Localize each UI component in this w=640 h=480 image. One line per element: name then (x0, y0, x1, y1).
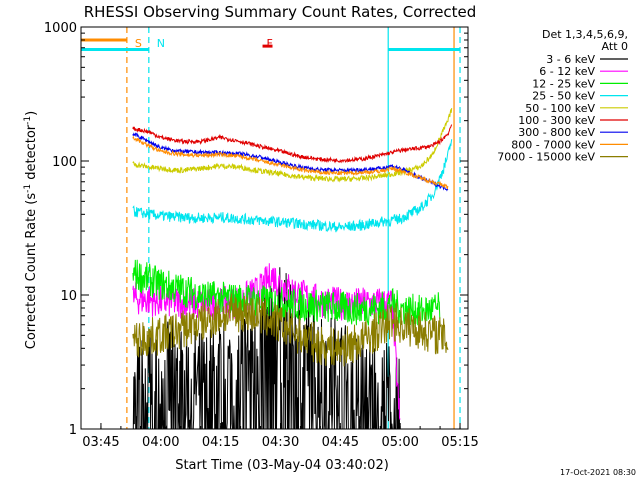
legend-label-4: 50 - 100 keV (525, 102, 595, 115)
legend-header-line-1: Det 1,3,4,5,6,9, (542, 28, 628, 41)
axis-ticks: 03:45 04:00 04:15 04:30 04:45 05:00 05:15 1 10 10… (44, 21, 479, 450)
x-tick-label-5: 05:00 (381, 435, 418, 450)
series-line-5 (132, 124, 453, 164)
x-axis-label: Start Time (03-May-04 03:40:02) (175, 458, 389, 473)
x-tick-label-6: 05:15 (441, 435, 478, 450)
legend-label-1: 6 - 12 keV (539, 65, 595, 78)
annotation-n: N (157, 37, 165, 50)
legend-label-7: 800 - 7000 keV (511, 138, 595, 151)
legend-label-6: 300 - 800 keV (518, 126, 595, 139)
series-line-7 (132, 135, 449, 190)
y-axis-label-sup2: -1 (23, 116, 33, 125)
y-axis-label-part2: detector (24, 124, 39, 184)
series-line-6 (132, 132, 449, 192)
x-tick-label-4: 04:45 (322, 435, 359, 450)
annotation-f: F (267, 37, 273, 50)
timestamp: 17-Oct-2021 08:30 (560, 468, 636, 477)
y-tick-label-0: 1 (69, 423, 77, 438)
y-tick-label-3: 1000 (44, 21, 77, 36)
legend-header-line-2: Att 0 (602, 40, 628, 53)
y-axis-label: Corrected Count Rate (s-1 detector-1) (23, 111, 39, 349)
plot-area (81, 27, 461, 429)
series-line-4 (132, 108, 453, 183)
y-axis-label-sup1: -1 (23, 184, 33, 193)
series-line-2 (132, 259, 441, 328)
series-line-8 (132, 293, 449, 367)
plot-frame (80, 26, 469, 430)
y-tick-label-1: 10 (60, 289, 77, 304)
legend-label-3: 25 - 50 keV (532, 90, 595, 103)
y-tick-label-2: 100 (52, 155, 77, 170)
y-axis-label-part3: ) (24, 111, 39, 116)
legend-label-0: 3 - 6 keV (546, 53, 595, 66)
legend-label-5: 100 - 300 keV (518, 114, 595, 127)
legend-label-2: 12 - 25 keV (532, 77, 595, 90)
series-line-3 (132, 139, 453, 233)
chart-title: RHESSI Observing Summary Count Rates, Co… (84, 3, 477, 21)
x-tick-label-0: 03:45 (82, 435, 119, 450)
x-tick-label-2: 04:15 (202, 435, 239, 450)
x-tick-label-3: 04:30 (262, 435, 299, 450)
annotation-s: S (135, 37, 142, 50)
x-tick-label-1: 04:00 (142, 435, 179, 450)
y-axis-label-part1: Corrected Count Rate (s (24, 193, 39, 350)
legend-label-8: 7000 - 15000 keV (497, 151, 595, 164)
